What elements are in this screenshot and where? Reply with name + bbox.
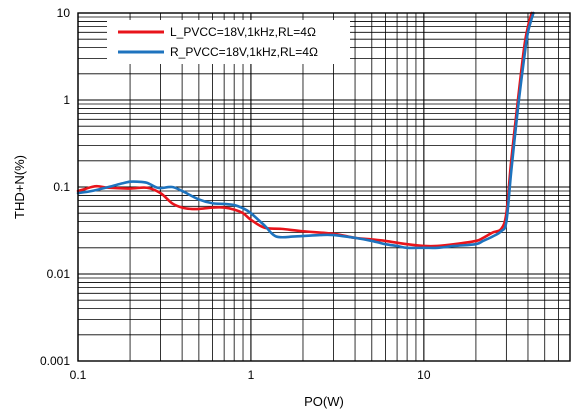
series-line-R [76,11,535,250]
legend: L_PVCC=18V,1kHz,RL=4Ω R_PVCC=18V,1kHz,RL… [107,20,350,64]
x-tick-label: 0.1 [70,368,87,382]
y-tick-label: 0.01 [47,267,71,281]
x-axis-label: PO(W) [304,394,344,409]
x-tick-label: 1 [248,368,255,382]
legend-box [107,20,350,64]
tick-label-layer: 0.1 1 10 0.001 0.01 0.1 1 10 [40,6,431,382]
y-tick-label: 1 [63,93,70,107]
y-axis-label: THD+N(%) [12,155,27,219]
y-tick-label: 0.001 [40,354,70,368]
y-tick-label: 10 [57,6,71,20]
legend-label-R: R_PVCC=18V,1kHz,RL=4Ω [170,45,318,59]
plot-frame [77,12,571,362]
x-tick-label: 10 [417,368,431,382]
series-layer [76,11,535,250]
legend-label-L: L_PVCC=18V,1kHz,RL=4Ω [170,25,316,39]
y-tick-label: 0.1 [53,180,70,194]
series-line-L [76,11,533,248]
